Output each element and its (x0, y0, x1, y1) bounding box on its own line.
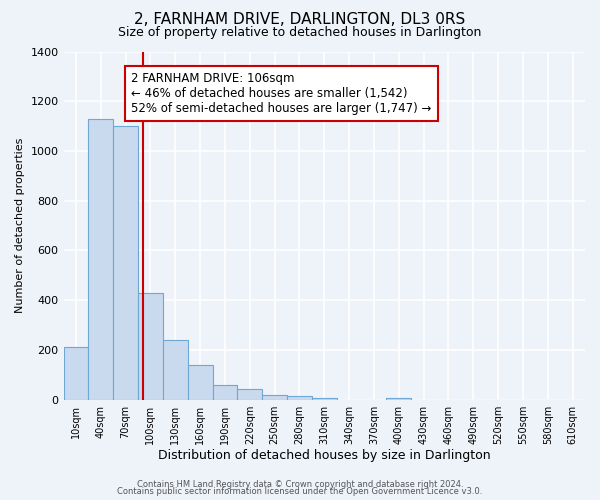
X-axis label: Distribution of detached houses by size in Darlington: Distribution of detached houses by size … (158, 450, 491, 462)
Bar (238, 388, 262, 400)
Text: 2, FARNHAM DRIVE, DARLINGTON, DL3 0RS: 2, FARNHAM DRIVE, DARLINGTON, DL3 0RS (134, 12, 466, 28)
Bar (88, 118, 113, 400)
Bar (312, 398, 337, 400)
Bar (262, 394, 287, 400)
Bar (163, 340, 188, 400)
Bar (287, 396, 312, 400)
Bar (188, 365, 212, 400)
Text: 2 FARNHAM DRIVE: 106sqm
← 46% of detached houses are smaller (1,542)
52% of semi: 2 FARNHAM DRIVE: 106sqm ← 46% of detache… (131, 72, 432, 116)
Bar (64, 348, 88, 400)
Text: Contains HM Land Registry data © Crown copyright and database right 2024.: Contains HM Land Registry data © Crown c… (137, 480, 463, 489)
Bar (212, 385, 238, 400)
Text: Size of property relative to detached houses in Darlington: Size of property relative to detached ho… (118, 26, 482, 39)
Bar (138, 293, 163, 400)
Y-axis label: Number of detached properties: Number of detached properties (15, 138, 25, 314)
Text: Contains public sector information licensed under the Open Government Licence v3: Contains public sector information licen… (118, 488, 482, 496)
Bar (386, 398, 411, 400)
Bar (113, 126, 138, 400)
